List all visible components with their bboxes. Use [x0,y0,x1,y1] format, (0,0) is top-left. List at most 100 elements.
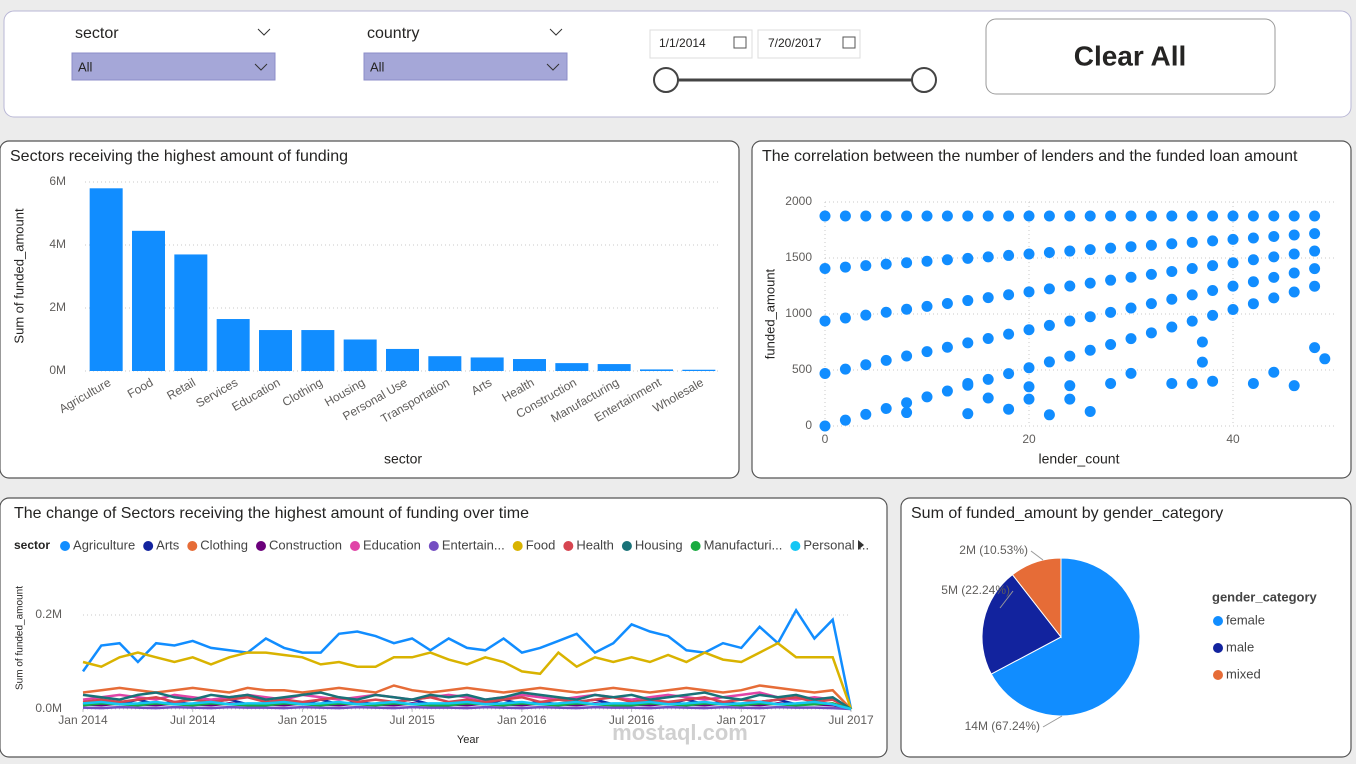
legend-label: Food [526,537,556,552]
legend-swatch [60,541,71,551]
country-label: country [367,25,419,42]
chart-title: The change of Sectors receiving the high… [14,505,529,522]
chevron [254,63,268,71]
bar [132,230,165,371]
point [1064,315,1076,327]
pie-slice [990,557,1141,717]
point [1288,229,1300,241]
point [1145,239,1157,251]
y-tick-label: 4M [49,237,66,251]
point [1247,210,1259,222]
point [1145,210,1157,222]
y-tick-label: 6M [49,174,66,188]
x-tick-label: 0 [822,432,829,446]
point [982,251,994,263]
point [860,359,872,371]
country-value: All [370,59,385,74]
y-tick-label: 2000 [785,194,812,208]
bar [89,188,123,371]
pie-slice [981,573,1062,675]
legend-swatch [790,541,801,551]
point [982,292,994,304]
point [1227,304,1239,316]
point [1309,210,1321,222]
x-axis-label: lender_count [1039,451,1120,467]
slider-handle[interactable] [911,67,937,93]
point [1125,367,1137,379]
point [1227,280,1239,292]
slider-handle[interactable] [653,67,679,93]
y-tick-label: 2M [49,300,66,314]
y-tick-label: 0.2M [35,607,62,621]
chart-title: Sum of funded_amount by gender_category [911,505,1224,522]
point [1166,293,1178,305]
legend-title: sector [14,538,50,552]
legend-label: Personal ... [803,537,869,552]
bar [597,364,631,371]
point [819,367,831,379]
x-axis-label: sector [384,451,422,467]
chevron [257,28,271,36]
point [1288,380,1300,392]
series-line [82,705,852,711]
point [1288,248,1300,260]
point [1084,210,1096,222]
y-tick-label: 1000 [785,306,812,320]
x-tick-label: 20 [1022,432,1036,446]
point [941,254,953,266]
point [1268,366,1280,378]
legend-swatch [187,541,198,551]
point [901,303,913,315]
point [901,257,913,269]
point [1084,344,1096,356]
sector-value: All [78,59,93,74]
point [1309,263,1321,275]
x-tick-label: Jan 2015 [278,713,328,727]
chevron [546,63,560,71]
point [860,260,872,272]
point [880,306,892,318]
y-axis-label: Sum of funded_amount [11,208,26,344]
point [1043,409,1055,421]
legend-swatch [349,541,360,551]
point [819,263,831,275]
point [982,333,994,345]
point [1166,238,1178,250]
series-line [82,700,852,711]
series-line [81,607,853,710]
x-tick-label: Jul 2016 [609,713,655,727]
series-line [82,641,853,710]
legend-label: Manufacturi... [704,537,783,552]
point [1309,342,1321,354]
point [839,261,851,273]
point [1084,311,1096,323]
x-axis-label: Year [457,734,480,746]
point [1084,405,1096,417]
sector-dropdown[interactable] [71,52,276,81]
legend-label: Housing [635,537,683,552]
point [921,210,933,222]
point [1023,210,1035,222]
x-tick-label: Jan 2017 [717,713,767,727]
y-tick-label: 500 [792,362,812,376]
point [921,255,933,267]
watermark: mostaql.com [612,720,748,745]
bar [259,330,292,371]
clear-all-button[interactable] [985,18,1276,95]
point [1186,210,1198,222]
bar [174,254,208,371]
country-dropdown[interactable] [363,52,568,81]
point [982,210,994,222]
point [880,403,892,415]
point [1166,210,1178,222]
panel [751,140,1352,479]
point [1247,377,1259,389]
point [1186,236,1198,248]
leader-line [1030,550,1044,561]
point [1288,286,1300,298]
start-date-input[interactable] [649,29,753,59]
bar [428,356,462,371]
legend-swatch [512,541,523,551]
point [1064,210,1076,222]
